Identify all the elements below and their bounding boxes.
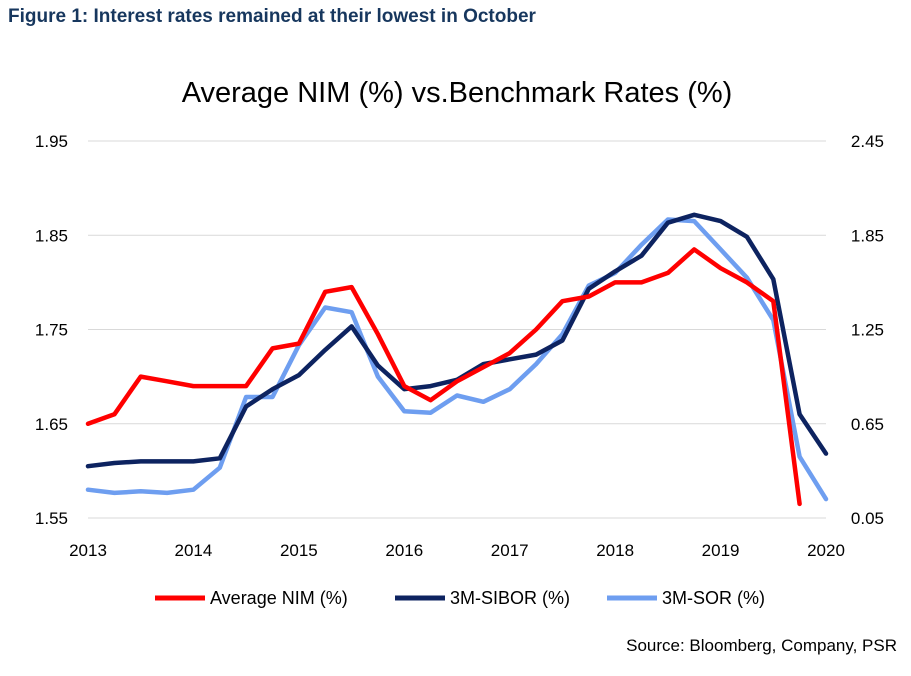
y-left-tick-labels: 1.95 1.85 1.75 1.65 1.55 <box>35 132 68 528</box>
legend-item-3m-sibor: 3M-SIBOR (%) <box>395 588 570 608</box>
series-line-3m-sor <box>85 217 829 502</box>
y-left-tick-label: 1.95 <box>35 132 68 151</box>
y-left-tick-label: 1.75 <box>35 321 68 340</box>
x-tick-label: 2018 <box>596 541 634 560</box>
y-left-tick-label: 1.55 <box>35 509 68 528</box>
gridlines <box>88 140 826 519</box>
x-tick-label: 2013 <box>69 541 107 560</box>
x-tick-labels: 2013 2014 2015 2016 2017 2018 2019 2020 <box>69 541 845 560</box>
legend-item-3m-sor: 3M-SOR (%) <box>607 588 765 608</box>
source-note: Source: Bloomberg, Company, PSR <box>626 636 897 655</box>
x-tick-label: 2020 <box>807 541 845 560</box>
x-tick-label: 2016 <box>385 541 423 560</box>
y-right-tick-label: 1.25 <box>851 321 884 340</box>
series-lines <box>85 212 829 507</box>
x-tick-label: 2014 <box>175 541 213 560</box>
series-line-3m-sibor <box>85 212 829 469</box>
legend: Average NIM (%) 3M-SIBOR (%) 3M-SOR (%) <box>155 588 765 608</box>
x-tick-label: 2019 <box>702 541 740 560</box>
series-line-average-nim <box>85 247 802 507</box>
y-left-tick-label: 1.85 <box>35 226 68 245</box>
y-right-tick-label: 2.45 <box>851 132 884 151</box>
y-right-tick-label: 0.05 <box>851 509 884 528</box>
legend-label-3m-sibor: 3M-SIBOR (%) <box>450 588 570 608</box>
chart-title: Average NIM (%) vs.Benchmark Rates (%) <box>182 77 733 109</box>
x-tick-label: 2017 <box>491 541 529 560</box>
legend-label-3m-sor: 3M-SOR (%) <box>662 588 765 608</box>
y-right-tick-label: 0.65 <box>851 415 884 434</box>
y-left-tick-label: 1.65 <box>35 415 68 434</box>
y-right-tick-label: 1.85 <box>851 226 884 245</box>
legend-label-average-nim: Average NIM (%) <box>210 588 348 608</box>
y-right-tick-labels: 2.45 1.85 1.25 0.65 0.05 <box>851 132 884 528</box>
legend-item-average-nim: Average NIM (%) <box>155 588 348 608</box>
x-tick-label: 2015 <box>280 541 318 560</box>
figure-heading: Figure 1: Interest rates remained at the… <box>8 6 536 27</box>
